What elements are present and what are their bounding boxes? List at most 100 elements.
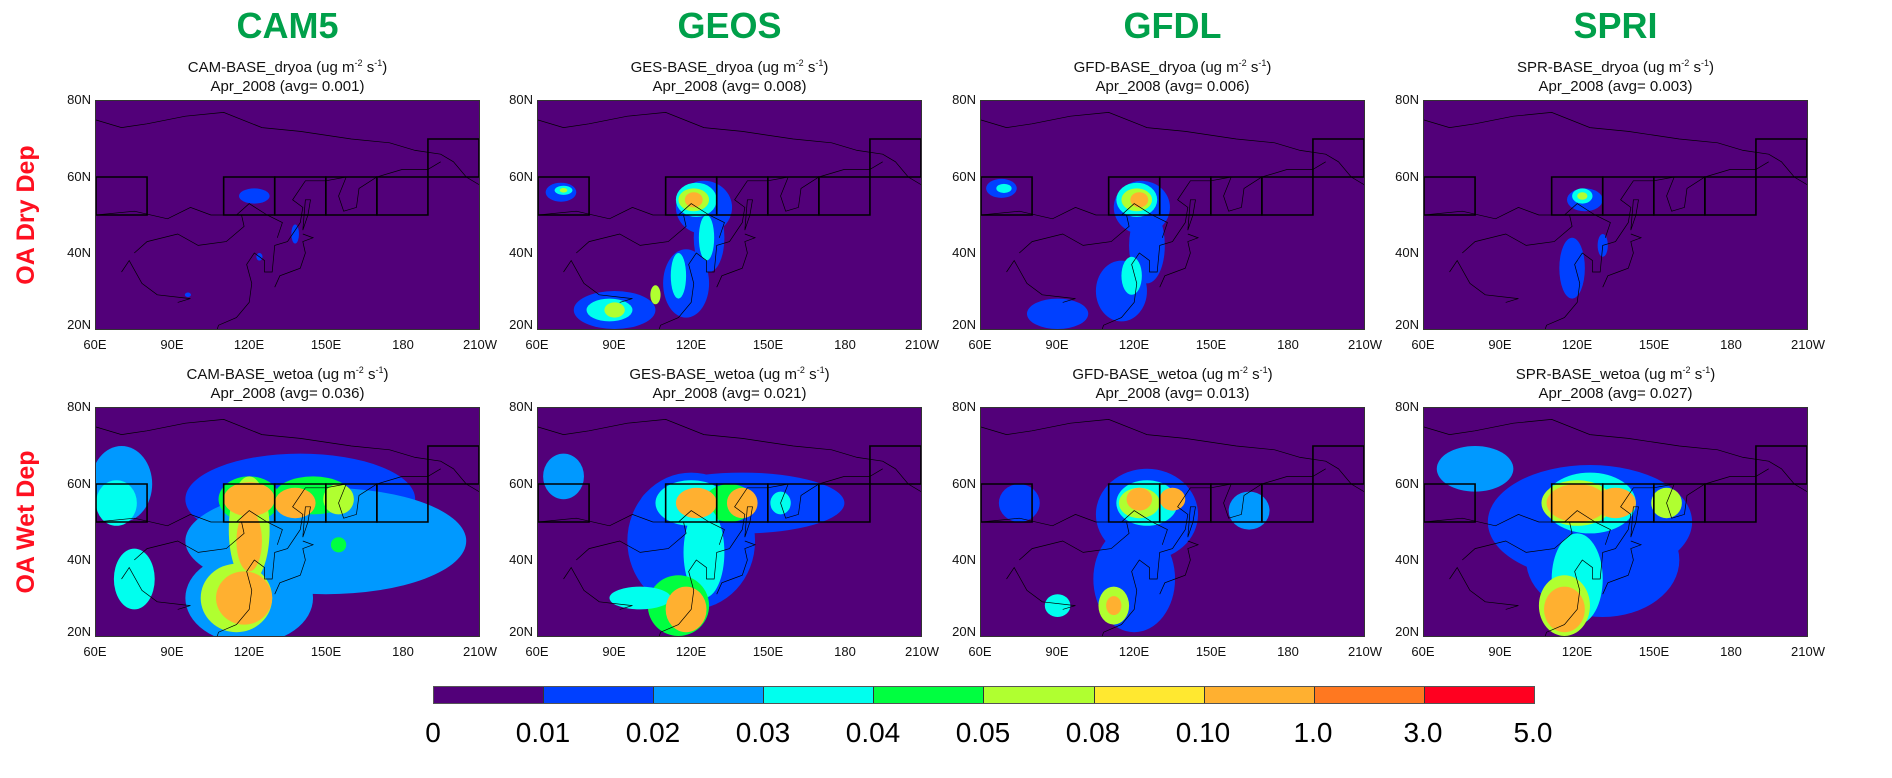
lat-tick-label: 60N: [952, 475, 976, 491]
units: (ug m: [317, 366, 356, 383]
period: Apr_2008: [1538, 78, 1604, 95]
lon-tick-label: 90E: [602, 337, 626, 352]
coastline: [1450, 261, 1519, 303]
contour-blob: [1044, 594, 1071, 617]
region-box: [870, 139, 921, 177]
column-title: GEOS: [677, 5, 782, 46]
lat-tick-label: 20N: [67, 624, 91, 639]
panel-title: GFD-BASE_wetoa (ug m-2 s-1): [1072, 365, 1273, 383]
period: Apr_2008: [1095, 385, 1161, 402]
units-exponent: -2: [355, 365, 364, 375]
contour-blob: [996, 183, 1012, 193]
coastline: [275, 541, 313, 594]
coastline: [745, 507, 753, 537]
coastline: [1424, 419, 1807, 491]
period: Apr_2008: [652, 78, 718, 95]
lat-tick-label: 40N: [1395, 552, 1419, 568]
lon-tick-label: 120E: [1118, 644, 1150, 659]
lon-tick-label: 60E: [1411, 337, 1435, 352]
column-title: GFDL: [1123, 5, 1222, 46]
coastline: [198, 469, 441, 637]
coastline: [717, 541, 755, 594]
map-panel: [537, 407, 922, 637]
colorbar-label: 0.03: [735, 717, 791, 748]
contour-blob: [1559, 237, 1585, 299]
colorbar-swatch: [1094, 687, 1205, 703]
map-plot: [980, 100, 1365, 330]
units: (ug m: [1200, 59, 1239, 76]
contour-blob: [670, 253, 687, 299]
coastline: [576, 215, 686, 253]
colorbar-swatch: [1424, 687, 1534, 703]
contour-blob: [96, 480, 137, 526]
lat-tick-label: 40N: [1395, 245, 1419, 261]
coastline: [1603, 541, 1641, 594]
lon-tick-label: 150E: [310, 337, 342, 352]
coastline: [564, 261, 633, 303]
colorbar-swatch: [1204, 687, 1315, 703]
contour-blob: [236, 510, 262, 572]
lon-tick-label: 210W: [905, 337, 939, 352]
region-box: [1424, 177, 1475, 215]
contour-field: [1559, 188, 1608, 299]
lon-tick-label: 90E: [1488, 337, 1512, 352]
period: Apr_2008: [210, 385, 276, 402]
region-box: [377, 177, 428, 215]
lat-tick-label: 60N: [952, 168, 976, 184]
lat-tick-label: 20N: [67, 317, 91, 332]
map-panel: [537, 100, 922, 330]
units: (ug m: [1642, 59, 1682, 76]
lat-tick-label: 40N: [509, 552, 533, 568]
colorbar-swatch: [1314, 687, 1425, 703]
column-title: CAM5: [236, 5, 339, 46]
colorbar-label: 5.0: [1513, 717, 1553, 748]
lat-tick-label: 20N: [1395, 624, 1419, 639]
units-exponent: -1: [374, 58, 383, 68]
contour-blob: [609, 586, 671, 610]
coastline: [1007, 568, 1076, 610]
coastline: [1160, 541, 1198, 594]
avg-value: 0.006: [1206, 78, 1245, 95]
lon-tick-label: 120E: [675, 644, 707, 659]
panel-title: GES-BASE_wetoa (ug m-2 s-1): [629, 365, 830, 383]
avg-value: 0.013: [1206, 385, 1245, 402]
units: (ug m: [316, 59, 355, 76]
lon-tick-label: 210W: [463, 644, 497, 659]
lon-tick-label: 120E: [1561, 644, 1593, 659]
contour-blob: [650, 285, 661, 305]
colorbar: [433, 686, 1535, 704]
colorbar-label: 0.02: [625, 717, 681, 748]
lat-tick-label: 20N: [952, 624, 976, 639]
units-exponent: -1: [375, 365, 384, 375]
lon-tick-label: 90E: [1488, 644, 1512, 659]
contour-blob: [184, 292, 191, 298]
coastline: [303, 507, 311, 537]
lon-tick-label: 120E: [233, 337, 265, 352]
lon-tick-label: 180: [1720, 337, 1742, 352]
coastline: [1526, 469, 1769, 637]
lon-tick-label: 60E: [525, 644, 549, 659]
period: Apr_2008: [652, 385, 718, 402]
contour-blob: [1026, 298, 1089, 329]
lon-tick-label: 150E: [1638, 644, 1670, 659]
avg-value: 0.008: [763, 78, 802, 95]
units-exponent: -1: [1700, 58, 1709, 68]
panel-period: Apr_2008 (avg= 0.003): [1538, 78, 1693, 95]
colorbar-label: 0.01: [515, 717, 571, 748]
column-title: SPRI: [1573, 5, 1658, 46]
region-box: [1756, 446, 1807, 484]
region-box: [819, 484, 870, 522]
lon-tick-label: 60E: [525, 337, 549, 352]
variable-name: CAM-BASE_dryoa: [187, 59, 312, 76]
lon-tick-label: 60E: [1411, 644, 1435, 659]
colorbar-swatch: [434, 687, 545, 703]
units-exponent: -1: [1258, 58, 1267, 68]
coastline: [1083, 469, 1326, 637]
units: (ug m: [757, 59, 796, 76]
contour-blob: [1544, 586, 1585, 633]
units-exponent: -2: [1681, 58, 1690, 68]
colorbar-label: 0.08: [1065, 717, 1121, 748]
region-box: [377, 484, 428, 522]
region-box: [96, 177, 147, 215]
lat-tick-label: 20N: [1395, 317, 1419, 332]
